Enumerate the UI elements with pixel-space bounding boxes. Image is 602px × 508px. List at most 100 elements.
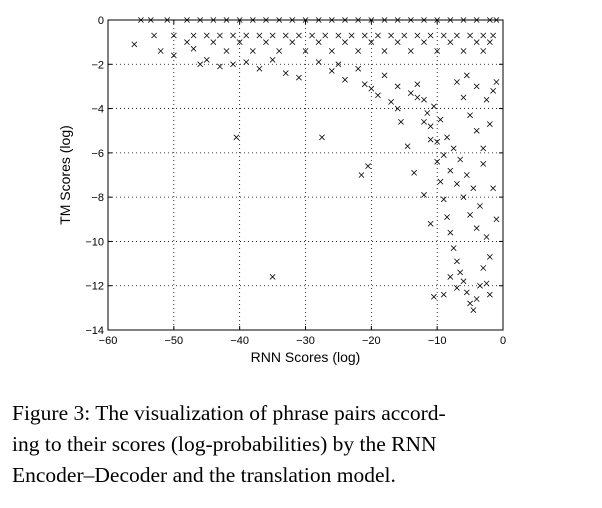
scatter-point — [243, 32, 250, 39]
scatter-point — [480, 48, 487, 54]
scatter-point — [355, 48, 362, 54]
scatter-point — [342, 39, 348, 46]
x-tick-label: −50 — [164, 335, 183, 347]
scatter-point — [249, 48, 256, 54]
scatter-point — [454, 32, 460, 39]
scatter-point — [490, 87, 497, 94]
scatter-point — [190, 45, 197, 52]
scatter-point — [447, 229, 454, 236]
scatter-point — [457, 156, 464, 163]
x-tick-label: −60 — [99, 335, 118, 347]
y-tick-label: −14 — [85, 325, 104, 337]
scatter-point — [473, 127, 480, 134]
scatter-point — [454, 180, 460, 187]
scatter-point — [256, 65, 263, 72]
scatter-point — [184, 39, 190, 46]
scatter-point — [447, 273, 454, 280]
scatter-point — [477, 203, 483, 209]
scatter-point — [256, 32, 263, 39]
scatter-point — [454, 79, 460, 85]
caption-line: ing to their scores (log-probabilities) … — [12, 432, 437, 456]
scatter-point — [430, 293, 437, 300]
scatter-point — [490, 32, 497, 39]
scatter-point — [190, 32, 197, 39]
scatter-point — [480, 145, 487, 152]
scatter-point — [447, 167, 454, 174]
x-tick-label: −20 — [362, 335, 381, 347]
scatter-point — [460, 278, 467, 285]
y-tick-label: −6 — [91, 148, 104, 160]
scatter-point — [282, 32, 289, 39]
scatter-point — [217, 63, 223, 70]
scatter-point — [230, 32, 236, 39]
scatter-point — [486, 254, 493, 260]
scatter-point — [421, 96, 427, 103]
scatter-point — [243, 59, 250, 65]
scatter-point — [296, 74, 302, 81]
scatter-point — [335, 32, 342, 39]
scatter-point — [467, 112, 473, 119]
scatter-point — [440, 196, 447, 203]
scatter-point — [296, 32, 302, 39]
scatter-point — [437, 116, 444, 123]
scatter-point — [328, 68, 335, 74]
plot-frame — [107, 19, 504, 331]
scatter-point — [427, 123, 434, 130]
scatter-point — [401, 32, 408, 39]
scatter-point — [335, 61, 342, 68]
caption-line: Encoder–Decoder and the translation mode… — [12, 463, 396, 487]
scatter-point — [463, 172, 470, 178]
scatter-point — [473, 225, 480, 232]
scatter-point — [365, 163, 371, 170]
scatter-point — [309, 32, 315, 39]
y-tick-label: −12 — [85, 281, 104, 293]
scatter-point — [217, 32, 223, 39]
scatter-point — [463, 289, 470, 296]
scatter-point — [460, 48, 467, 54]
scatter-point — [361, 32, 368, 39]
scatter-point — [454, 285, 460, 291]
scatter-point — [444, 214, 450, 220]
scatter-point — [322, 32, 329, 39]
scatter-point — [421, 192, 427, 198]
scatter-point — [203, 32, 210, 39]
x-tick-label: −30 — [296, 335, 315, 347]
scatter-point — [381, 48, 388, 54]
y-tick-label: −10 — [85, 236, 104, 248]
scatter-point — [394, 83, 401, 90]
scatter-point — [486, 291, 493, 298]
scatter-points — [131, 17, 500, 313]
scatter-point — [437, 178, 444, 185]
scatter-point — [302, 48, 309, 54]
scatter-point — [457, 269, 464, 276]
figure-caption: Figure 3: The visualization of phrase pa… — [12, 398, 592, 491]
scatter-point — [315, 59, 322, 65]
scatter-point — [473, 83, 480, 90]
scatter-point — [388, 32, 394, 39]
scatter-point — [394, 39, 401, 46]
scatter-point — [414, 94, 421, 101]
scatter-point — [388, 99, 394, 105]
scatter-point — [414, 32, 421, 39]
scatter-point — [407, 48, 414, 54]
scatter-point — [375, 32, 381, 39]
scatter-point — [358, 172, 365, 178]
scatter-point — [440, 291, 447, 298]
scatter-point — [427, 32, 434, 39]
scatter-point — [210, 39, 217, 46]
scatter-point — [470, 185, 477, 192]
scatter-point — [157, 48, 164, 54]
scatter-point — [486, 39, 493, 46]
scatter-point — [440, 152, 447, 158]
scatter-point — [170, 32, 177, 39]
scatter-point — [434, 48, 441, 54]
scatter-point — [424, 110, 431, 116]
scatter-chart: −60 −50 −40 −30 −20 −10 0−14−12−10−8−6−4−20 RN… — [57, 15, 506, 365]
y-axis-label: TM Scores (log) — [57, 125, 73, 225]
scatter-point — [269, 56, 276, 63]
scatter-point — [319, 134, 325, 141]
scatter-point — [236, 39, 243, 46]
scatter-point — [197, 61, 204, 68]
scatter-point — [230, 61, 236, 68]
scatter-point — [404, 143, 411, 150]
